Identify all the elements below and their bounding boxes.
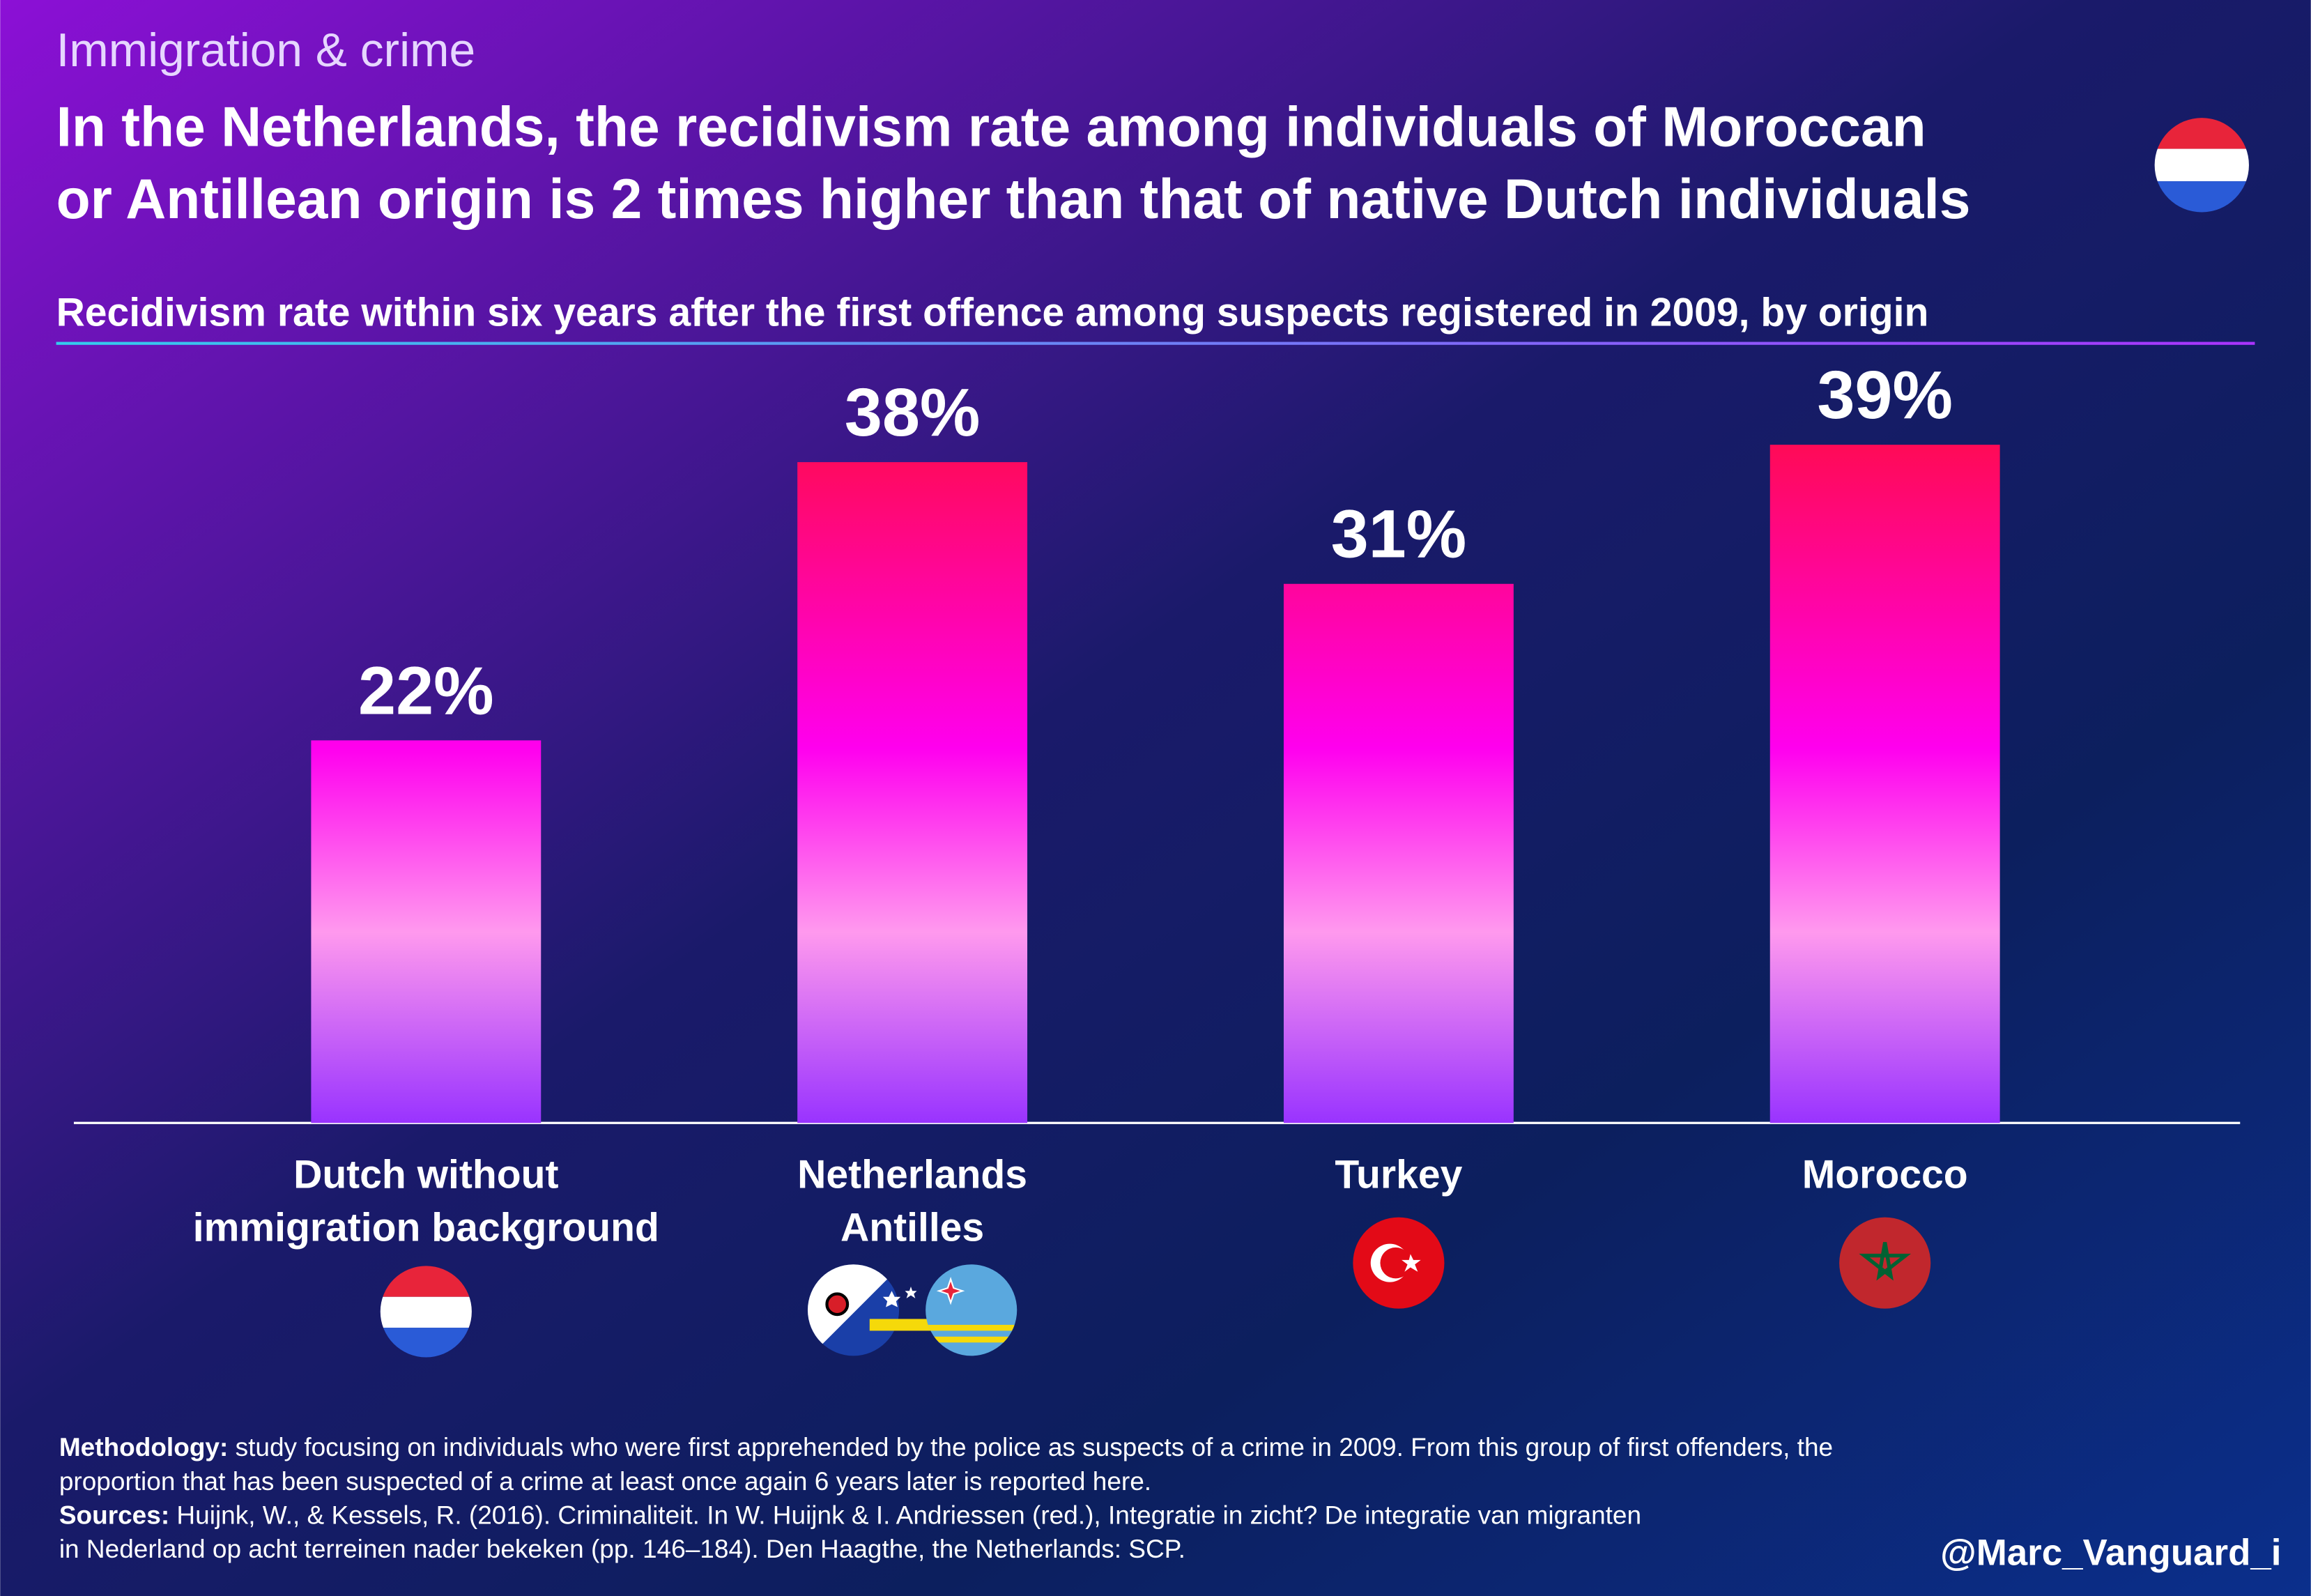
bar (311, 740, 542, 1123)
x-tick-label: Turkey (1335, 1152, 1462, 1197)
methodology-text: proportion that has been suspected of a … (59, 1467, 1151, 1496)
flag-turkey (1353, 1217, 1445, 1309)
x-tick-label-line: immigration background (193, 1205, 659, 1250)
x-tick-label-line: Dutch without (293, 1152, 558, 1197)
x-tick-label: Dutch without immigration background (193, 1152, 659, 1250)
handle: @Marc_Vanguard_i (1940, 1533, 2281, 1574)
sources-text: in Nederland op acht terreinen nader bek… (59, 1535, 1185, 1563)
bar (1769, 445, 2000, 1123)
value-label: 22% (358, 652, 494, 728)
bar (797, 462, 1028, 1123)
kicker: Immigration & crime (56, 24, 476, 77)
x-tick-label: Netherlands Antilles (797, 1152, 1027, 1250)
sources-label: Sources: (59, 1501, 169, 1529)
x-tick-label-line: Turkey (1335, 1152, 1462, 1197)
flag-curacao (869, 1286, 941, 1331)
subtitle-rule (56, 342, 2255, 345)
x-tick-label-line: Netherlands (797, 1152, 1027, 1197)
x-tick-label-line: Antilles (840, 1205, 984, 1250)
bar (1283, 583, 1514, 1123)
title-line: or Antillean origin is 2 times higher th… (56, 168, 1971, 231)
flag-bonaire (807, 1264, 900, 1356)
value-label: 39% (1817, 357, 1953, 433)
methodology-label: Methodology: (59, 1433, 229, 1461)
value-label: 31% (1331, 496, 1467, 572)
methodology-text: study focusing on individuals who were f… (228, 1433, 1833, 1461)
value-label: 38% (845, 374, 981, 450)
flag-morocco (1839, 1217, 1931, 1309)
flag-aruba (926, 1264, 1018, 1356)
sources: Sources: Huijnk, W., & Kessels, R. (2016… (59, 1501, 1641, 1529)
x-tick-label: Morocco (1802, 1152, 1968, 1197)
methodology: Methodology: study focusing on individua… (59, 1433, 1833, 1461)
sources-text: Huijnk, W., & Kessels, R. (2016). Crimin… (169, 1501, 1641, 1529)
x-tick-label-line: Morocco (1802, 1152, 1968, 1197)
subtitle: Recidivism rate within six years after t… (56, 290, 1929, 335)
title-line: In the Netherlands, the recidivism rate … (56, 95, 1926, 158)
